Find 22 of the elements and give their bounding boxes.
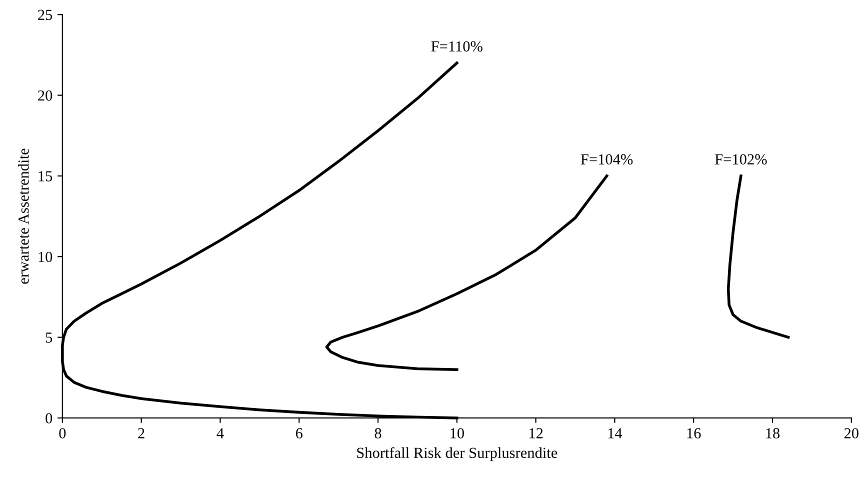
x-tick-label: 12: [530, 428, 543, 438]
x-tick-label: 8: [374, 428, 382, 438]
y-tick-label: 5: [46, 332, 52, 343]
annotation: F=110%: [431, 41, 482, 52]
x-axis-title: Shortfall Risk der Surplusrendite: [357, 447, 558, 462]
x-tick-label: 16: [687, 428, 701, 438]
x-tick-label: 2: [138, 428, 144, 438]
x-tick-label: 10: [450, 428, 464, 438]
y-tick-label: 10: [38, 252, 52, 262]
y-tick-label: 15: [38, 171, 52, 182]
x-tick-label: 4: [216, 428, 224, 438]
annotation: F=102%: [715, 154, 767, 165]
y-tick-label: 20: [38, 90, 52, 101]
y-tick-label: 25: [38, 10, 52, 20]
y-tick-label: 0: [46, 413, 52, 424]
x-tick-label: 18: [766, 428, 780, 438]
annotation: F=104%: [580, 154, 633, 165]
x-tick-label: 20: [844, 428, 858, 438]
x-tick-label: 0: [59, 428, 66, 438]
x-tick-label: 14: [608, 428, 622, 438]
x-tick-label: 6: [296, 428, 302, 438]
y-axis-title: erwartete Assetrendite: [18, 148, 29, 284]
